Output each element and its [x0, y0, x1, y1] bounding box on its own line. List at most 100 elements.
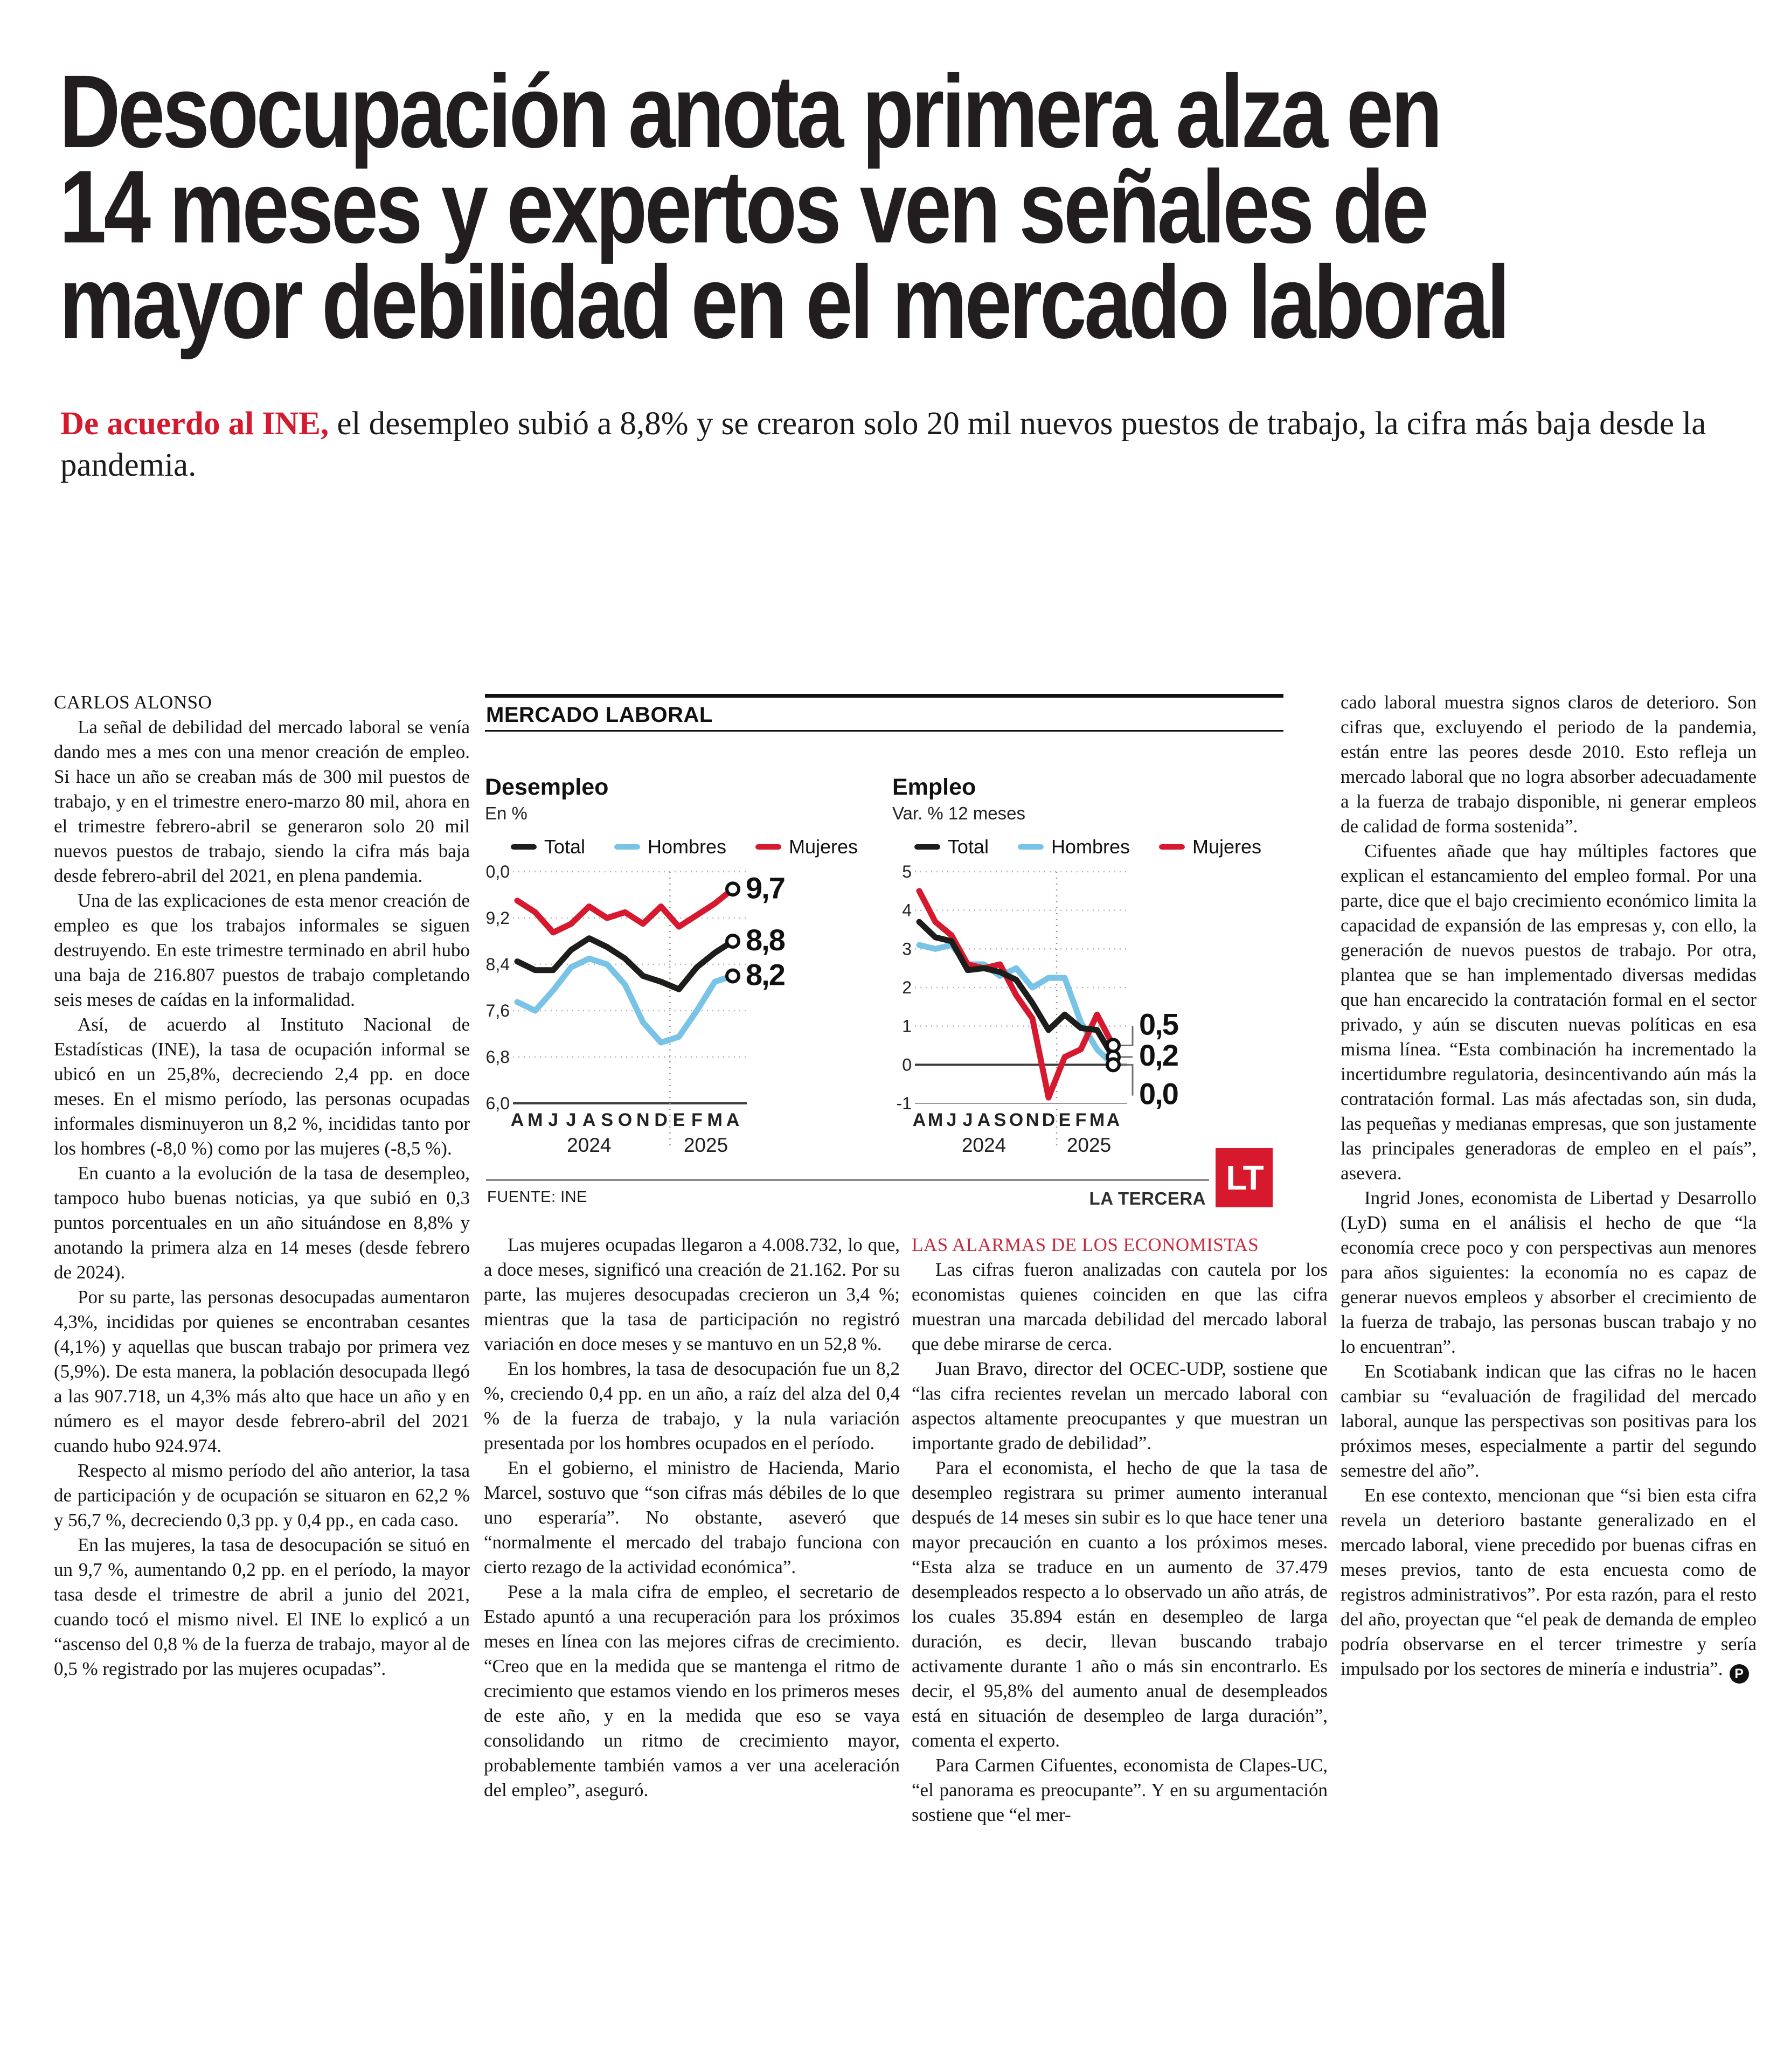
- subhead-lead: De acuerdo al INE,: [60, 406, 329, 442]
- year-label: 2025: [1067, 1134, 1111, 1156]
- x-tick-label: M: [707, 1110, 723, 1130]
- legend-line-swatch: [614, 844, 640, 850]
- x-tick-label: F: [1075, 1110, 1087, 1130]
- headline-line: 14 meses y expertos ven señales de: [59, 149, 1429, 265]
- section-heading: LAS ALARMAS DE LOS ECONOMISTAS: [912, 1234, 1259, 1255]
- chart-subtitle: Var. % 12 meses: [892, 803, 1026, 823]
- series-line-hombres: [514, 955, 736, 1046]
- chart-title: Empleo: [892, 774, 976, 800]
- series-line-total: [916, 919, 1116, 1060]
- chart-panel-desempleo: Desempleo En % Total Hombres Mujeres 6,0 6,…: [485, 775, 884, 1163]
- chart-title: Desempleo: [485, 774, 609, 800]
- y-tick-label: -1: [897, 1094, 912, 1113]
- paragraph: La señal de debilidad del mercado labora…: [54, 717, 470, 886]
- body-column-2: Las mujeres ocupadas llegaron a 4.008.73…: [484, 1233, 900, 1803]
- paragraph: En cuanto a la evolución de la tasa de d…: [54, 1163, 470, 1283]
- x-tick-label: F: [691, 1110, 703, 1130]
- series-end-marker: [1106, 1038, 1121, 1053]
- paragraph: cado laboral muestra signos claros de de…: [1341, 692, 1757, 837]
- series-end-marker: [725, 934, 740, 949]
- credit-label: LA TERCERA: [1089, 1188, 1206, 1208]
- x-tick-label: O: [618, 1110, 632, 1130]
- series-end-marker: [725, 968, 740, 984]
- x-tick-label: O: [1009, 1110, 1023, 1130]
- x-tick-label: A: [977, 1110, 991, 1130]
- byline: CARLOS ALONSO: [54, 692, 212, 713]
- series-line-mujeres: [514, 886, 736, 936]
- paragraph: En el gobierno, el ministro de Hacienda,…: [484, 1457, 900, 1577]
- legend-label: Mujeres: [789, 836, 858, 858]
- series-line-total: [514, 935, 736, 992]
- subhead-text: el desempleo subió a 8,8% y se crearon s…: [60, 406, 1706, 483]
- year-label: 2024: [567, 1134, 611, 1156]
- series-line-mujeres: [916, 888, 1116, 1101]
- y-tick-label: 0: [902, 1055, 912, 1074]
- x-tick-label: E: [1059, 1110, 1071, 1130]
- y-tick-label: 3: [902, 939, 912, 958]
- series-end-marker: [1106, 1057, 1121, 1073]
- x-tick-label: J: [548, 1110, 558, 1130]
- x-tick-label: A: [913, 1110, 926, 1130]
- end-of-article-icon: P: [1729, 1664, 1749, 1684]
- infographic-mercado-laboral: MERCADO LABORAL Desempleo En % Total Homb…: [485, 694, 1283, 1229]
- la-tercera-logo: LT: [1216, 1148, 1273, 1207]
- source-label: FUENTE: INE: [487, 1188, 587, 1206]
- end-value-label: 0,0: [1139, 1077, 1178, 1111]
- body-column-1: CARLOS ALONSO La señal de debilidad del …: [54, 690, 470, 1681]
- infographic-kicker: MERCADO LABORAL: [486, 703, 713, 727]
- headline-line: mayor debilidad en el mercado laboral: [59, 244, 1510, 360]
- paragraph: En Scotiabank indican que las cifras no …: [1341, 1361, 1757, 1481]
- paragraph: Pese a la mala cifra de empleo, el secre…: [484, 1581, 900, 1800]
- legend-item-hombres: Hombres: [1017, 836, 1130, 858]
- legend-label: Total: [947, 836, 989, 858]
- x-tick-label: M: [527, 1110, 543, 1130]
- legend-label: Hombres: [647, 836, 727, 858]
- body-column-3: LAS ALARMAS DE LOS ECONOMISTAS Las cifra…: [912, 1233, 1328, 1827]
- headline-line: Desocupación anota primera alza en: [59, 53, 1442, 169]
- x-tick-label: D: [1042, 1110, 1056, 1130]
- paragraph: Ingrid Jones, economista de Libertad y D…: [1341, 1187, 1757, 1357]
- x-tick-label: S: [601, 1110, 613, 1130]
- end-value-label: 0,2: [1139, 1038, 1178, 1072]
- top-rule: [485, 694, 1283, 698]
- end-value-label: 8,2: [746, 958, 785, 992]
- x-tick-label: A: [726, 1110, 740, 1130]
- legend-item-total: Total: [510, 836, 585, 858]
- chart-panel-empleo: Empleo Var. % 12 meses Total Hombres Mujer…: [892, 775, 1283, 1163]
- legend-label: Hombres: [1051, 836, 1130, 858]
- desempleo-chart: 6,06,87,68,49,210,08,88,29,7AMJJASONDEFM…: [485, 862, 786, 1156]
- y-tick-label: 9,2: [486, 908, 510, 928]
- paragraph: Por su parte, las personas desocupadas a…: [54, 1287, 470, 1456]
- legend-line-swatch: [1159, 844, 1185, 850]
- paragraph: Las cifras fueron analizadas con cautela…: [912, 1259, 1328, 1354]
- end-label-connector: [1121, 1063, 1134, 1096]
- end-value-label: 9,7: [746, 871, 785, 905]
- legend-line-swatch: [510, 844, 537, 850]
- paragraph: Cifuentes añade que hay múltiples factor…: [1341, 840, 1757, 1184]
- y-tick-label: 6,8: [486, 1047, 510, 1067]
- end-value-label: 8,8: [746, 923, 785, 957]
- kicker-rule: [485, 730, 1283, 732]
- x-tick-label: J: [947, 1110, 957, 1130]
- y-tick-label: 7,6: [486, 1001, 510, 1020]
- paragraph: Las mujeres ocupadas llegaron a 4.008.73…: [484, 1234, 900, 1354]
- paragraph: Para Carmen Cifuentes, economista de Cla…: [912, 1755, 1328, 1825]
- legend-item-total: Total: [914, 836, 989, 858]
- legend-label: Total: [544, 836, 585, 858]
- x-tick-label: A: [511, 1110, 524, 1130]
- legend-label: Mujeres: [1192, 836, 1262, 858]
- x-tick-label: A: [1107, 1110, 1120, 1130]
- paragraph: En las mujeres, la tasa de desocupación …: [54, 1534, 470, 1679]
- x-tick-label: M: [928, 1110, 943, 1130]
- end-label-connector: [1121, 1026, 1134, 1046]
- x-tick-label: N: [1026, 1110, 1039, 1130]
- x-tick-label: E: [673, 1110, 685, 1130]
- chart-legend: Total Hombres Mujeres: [485, 836, 884, 858]
- legend-line-swatch: [755, 844, 782, 850]
- x-tick-label: J: [566, 1110, 577, 1130]
- y-tick-label: 2: [902, 978, 912, 997]
- x-tick-label: D: [654, 1110, 668, 1130]
- chart-legend: Total Hombres Mujeres: [892, 836, 1283, 858]
- legend-line-swatch: [914, 844, 940, 850]
- paragraph: En ese contexto, mencionan que “si bien …: [1341, 1483, 1757, 1684]
